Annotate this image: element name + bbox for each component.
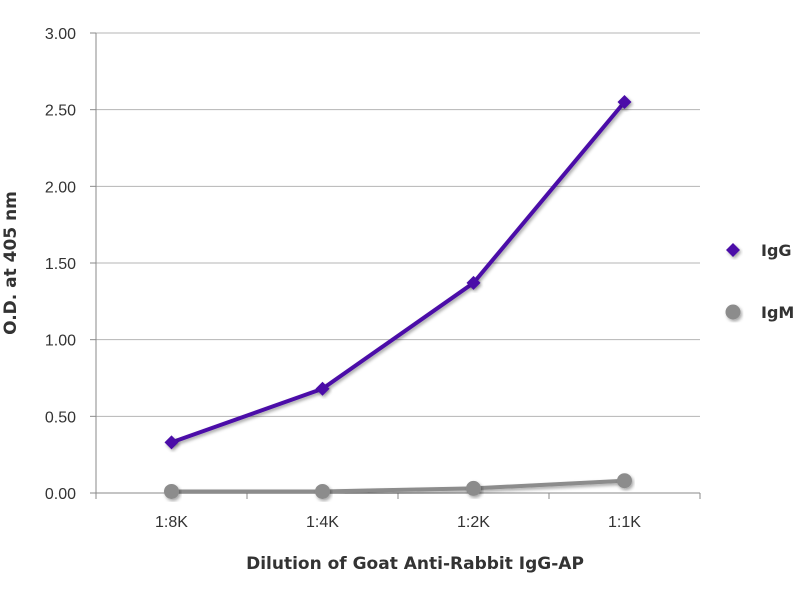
axes: 0.00 0.50 1.00 1.50 2.00 2.50 3.00 1:8K 1:4K 1:2K… [45,26,701,531]
y-tick-label: 3.00 [45,26,76,43]
x-tick-label: 1:4K [306,514,339,531]
data-point-igm [164,483,179,499]
legend-label-igm: IgM [761,303,794,322]
data-point-igm [466,480,481,496]
y-tick-label: 1.00 [45,333,76,350]
data-point-igg [315,381,330,396]
y-tick-label: 0.50 [45,409,76,426]
data-point-igg [164,435,179,450]
y-axis-title: O.D. at 405 nm [1,191,21,335]
y-tick-label: 2.50 [45,103,76,120]
data-point-igg [466,275,481,290]
data-point-igg [617,95,632,109]
series-line-igg [169,100,627,445]
gridlines [96,32,700,417]
series-line-igm [169,478,627,494]
y-tick-label: 2.00 [45,179,76,196]
legend-marker-igm [725,304,741,320]
data-point-igm [315,483,330,499]
y-tick-label: 1.50 [45,256,76,273]
x-axis-title: Dilution of Goat Anti-Rabbit IgG-AP [246,554,584,574]
x-tick-label: 1:8K [155,514,188,531]
legend: IgG IgM [712,241,794,322]
y-tick-label: 0.00 [45,486,76,503]
legend-marker-igg [726,243,740,257]
series-group [164,95,632,499]
x-tick-label: 1:2K [457,514,490,531]
x-tick-label: 1:1K [608,514,641,531]
data-point-igm [617,473,632,489]
legend-label-igg: IgG [761,241,792,260]
